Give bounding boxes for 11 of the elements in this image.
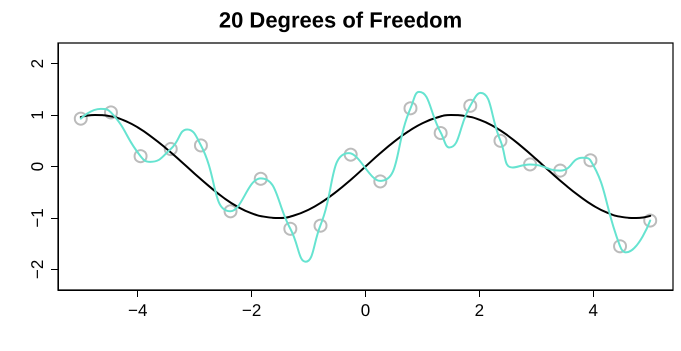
y-tick-label: −2 bbox=[28, 260, 47, 280]
chart-title: 20 Degrees of Freedom bbox=[218, 8, 462, 32]
y-tick-label: 0 bbox=[28, 162, 47, 172]
x-tick-label: −4 bbox=[128, 301, 148, 320]
x-tick-label: 2 bbox=[474, 301, 484, 320]
y-tick-label: 1 bbox=[28, 110, 47, 120]
y-tick-label: 2 bbox=[28, 58, 47, 68]
y-tick-label: −1 bbox=[28, 208, 47, 228]
x-tick-label: 0 bbox=[360, 301, 370, 320]
x-tick-label: −2 bbox=[242, 301, 262, 320]
x-tick-label: 4 bbox=[588, 301, 598, 320]
